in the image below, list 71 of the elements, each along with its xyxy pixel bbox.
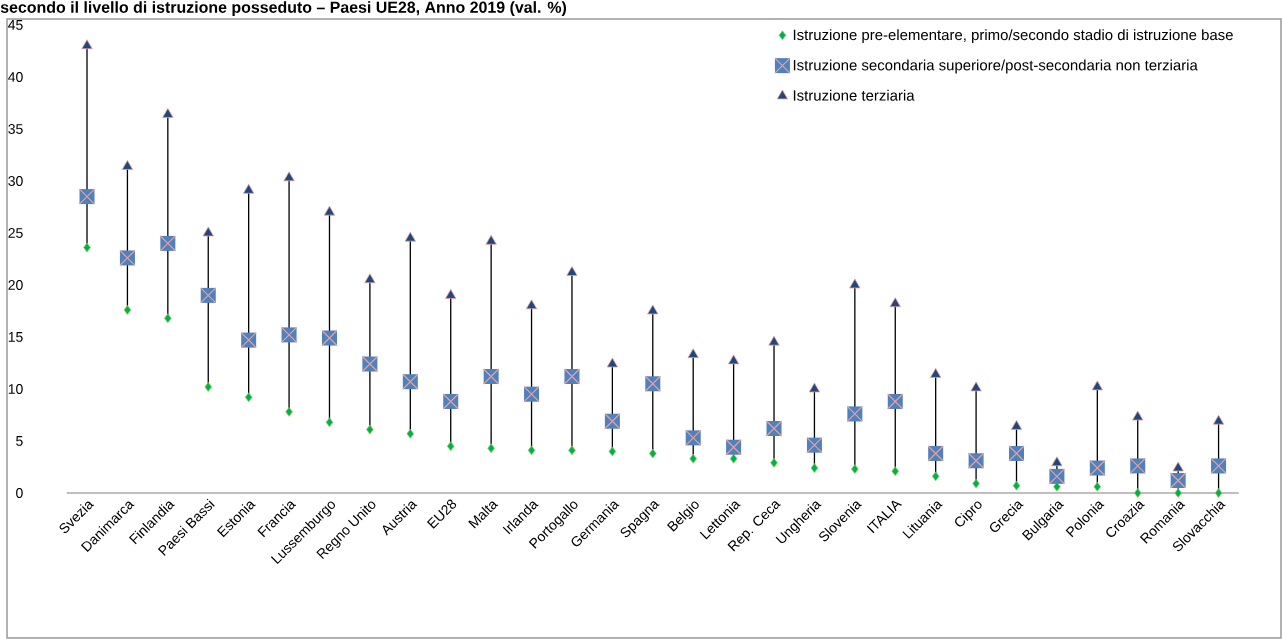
point — [608, 446, 617, 457]
point — [808, 382, 821, 393]
point — [525, 299, 538, 310]
point — [689, 453, 697, 464]
point — [1174, 488, 1182, 498]
point — [810, 463, 819, 473]
point — [1010, 420, 1023, 430]
point — [204, 382, 213, 392]
legend-label: Istruzione terziaria — [793, 89, 915, 101]
point — [445, 288, 457, 299]
point — [891, 466, 900, 477]
chart-title: secondo il livello di istruzione posseduto – Paesi UE28, Anno 2019 (val. %) — [0, 1, 567, 17]
point — [202, 226, 214, 237]
point — [364, 273, 376, 284]
y-tick-label: 35 — [8, 124, 23, 134]
point — [770, 457, 778, 468]
y-tick-label: 20 — [8, 280, 23, 290]
point — [1132, 410, 1144, 421]
y-tick-label: 10 — [8, 384, 23, 394]
point — [931, 471, 940, 482]
point — [527, 445, 536, 456]
point — [851, 464, 859, 474]
point — [849, 278, 861, 289]
point — [325, 417, 334, 428]
point — [970, 381, 982, 392]
point — [244, 392, 253, 403]
point — [1133, 488, 1142, 498]
y-tick-label: 15 — [8, 332, 23, 342]
y-tick-label: 45 — [8, 20, 23, 30]
point — [1091, 380, 1103, 391]
point — [568, 445, 576, 456]
point — [1051, 456, 1063, 467]
point — [606, 357, 618, 368]
point — [1214, 488, 1223, 498]
legend-label: Istruzione secondaria superiore/post-secondaria non terziaria — [793, 59, 1198, 74]
point — [1212, 414, 1225, 425]
point — [485, 234, 497, 245]
point — [1093, 481, 1102, 492]
y-tick-label: 25 — [8, 228, 23, 238]
y-tick-label: 40 — [8, 72, 23, 82]
point — [889, 297, 901, 308]
point — [1012, 480, 1021, 491]
point — [768, 335, 780, 346]
point — [729, 453, 738, 464]
point — [649, 448, 657, 459]
point — [404, 231, 416, 242]
point — [930, 368, 942, 378]
point — [446, 441, 455, 452]
point — [366, 424, 374, 435]
point — [164, 313, 172, 324]
point — [1172, 461, 1184, 472]
point — [83, 242, 91, 253]
point — [972, 478, 980, 489]
point — [323, 205, 336, 216]
point — [243, 183, 255, 194]
point — [121, 160, 134, 170]
point — [406, 428, 415, 439]
point — [123, 305, 132, 315]
y-tick-label: 0 — [16, 488, 23, 498]
point — [81, 39, 93, 50]
point — [285, 406, 293, 417]
point — [566, 266, 578, 276]
legend-label: Istruzione pre-elementare, primo/secondo stadio di istruzione base — [793, 29, 1233, 44]
point — [687, 348, 699, 359]
point — [162, 108, 174, 118]
y-tick-label: 5 — [16, 436, 23, 446]
point — [283, 171, 295, 182]
y-tick-label: 30 — [8, 176, 23, 186]
point — [728, 354, 740, 365]
point — [647, 304, 659, 315]
point — [487, 443, 495, 454]
